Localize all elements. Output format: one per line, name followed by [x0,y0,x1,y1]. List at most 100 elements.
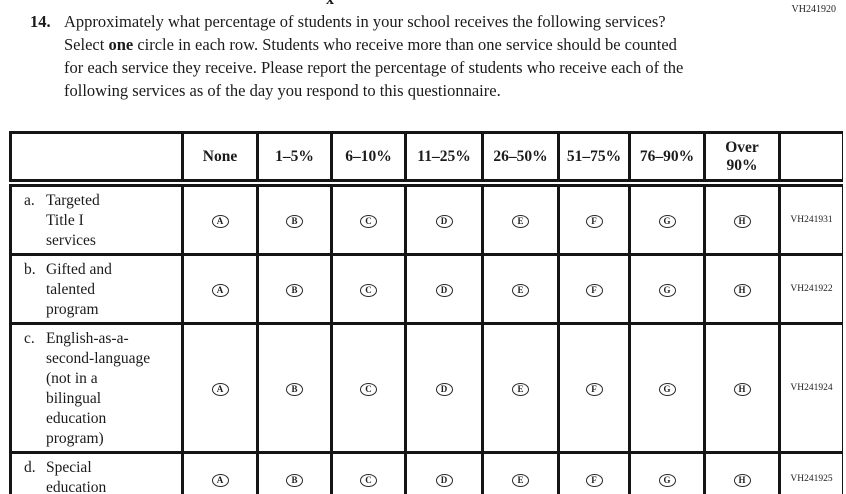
cell-option: H [703,253,781,325]
row-item-code: VH241924 [778,322,843,454]
answer-circle-f[interactable]: F [585,214,603,228]
cell-option: C [330,181,407,256]
cropped-text-fragment: x [326,0,334,9]
row-prefix: a. [24,192,35,209]
answer-circle-d[interactable]: D [435,214,453,228]
row-label-cell: c. English-as-a- second-language (not in… [9,322,184,454]
cell-option: D [404,181,484,256]
answer-circle-a[interactable]: A [211,283,229,297]
cell-option: E [481,322,560,454]
answer-circle-h[interactable]: H [733,382,751,396]
header-1-5: 1–5% [256,131,333,187]
header-over-90: Over 90% [703,131,781,187]
row-label: English-as-a- second-language (not in a … [46,330,151,447]
header-empty-cell [9,131,184,187]
cell-option: G [628,451,706,494]
cell-option: G [628,322,706,454]
answer-circle-b[interactable]: B [286,214,303,228]
row-prefix: d. [24,459,36,476]
row-label-cell: a. Targeted Title I services [9,181,184,256]
answer-circle-f[interactable]: F [585,382,603,396]
cell-option: E [481,181,560,256]
question-number: 14. [30,12,51,31]
cell-option: E [481,451,560,494]
cell-option: E [481,253,560,325]
row-item-code: VH241922 [778,253,843,325]
cell-option: B [256,451,333,494]
answer-circle-c[interactable]: C [360,214,377,228]
row-label-cell: b. Gifted and talented program [9,253,184,325]
answer-circle-f[interactable]: F [585,473,603,487]
header-76-90: 76–90% [628,131,706,187]
answer-circle-g[interactable]: G [658,473,676,487]
cell-option: H [703,322,781,454]
cell-option: A [181,451,259,494]
answer-circle-d[interactable]: D [435,473,453,487]
answer-circle-c[interactable]: C [360,473,377,487]
answer-circle-a[interactable]: A [211,382,229,396]
row-prefix: b. [24,261,36,278]
answer-circle-b[interactable]: B [286,283,303,297]
table-row-esl: c. English-as-a- second-language (not in… [9,322,843,454]
header-11-25: 11–25% [404,131,484,187]
header-none: None [181,131,259,187]
cell-option: G [628,181,706,256]
answer-circle-g[interactable]: G [658,382,676,396]
cell-option: B [256,181,333,256]
question-text: Approximately what percentage of student… [64,10,690,102]
question-text-post: circle in each row. Students who receive… [64,35,684,100]
row-label: Special education [46,459,107,494]
cell-option: H [703,451,781,494]
row-item-code: VH241925 [778,451,843,494]
answer-circle-g[interactable]: G [658,214,676,228]
table-row-gifted-talented: b. Gifted and talented program A B C D E… [9,253,843,325]
cell-option: H [703,181,781,256]
answer-circle-h[interactable]: H [733,214,751,228]
row-label-cell: d. Special education [9,451,184,494]
answer-circle-e[interactable]: E [512,382,529,396]
answer-circle-e[interactable]: E [512,473,529,487]
answer-circle-a[interactable]: A [211,473,229,487]
question-block: 14. Approximately what percentage of stu… [30,10,690,102]
question-text-pre: Approximately what percentage of student… [64,12,666,54]
cell-option: D [404,253,484,325]
row-prefix: c. [24,330,35,347]
answer-circle-e[interactable]: E [512,214,529,228]
table-row-targeted-title-i: a. Targeted Title I services A B C D E F… [9,181,843,256]
row-label: Targeted Title I services [46,192,100,249]
table-row-special-education: d. Special education A B C D E F G H VH2… [9,451,843,494]
cell-option: A [181,253,259,325]
answer-circle-e[interactable]: E [512,283,529,297]
cell-option: C [330,253,407,325]
answer-circle-h[interactable]: H [733,473,751,487]
response-grid: None 1–5% 6–10% 11–25% 26–50% 51–75% 76–… [9,131,843,494]
answer-circle-a[interactable]: A [211,214,229,228]
header-26-50: 26–50% [481,131,560,187]
cell-option: A [181,181,259,256]
answer-circle-b[interactable]: B [286,473,303,487]
cell-option: D [404,451,484,494]
header-6-10: 6–10% [330,131,407,187]
cell-option: B [256,322,333,454]
table-header-row: None 1–5% 6–10% 11–25% 26–50% 51–75% 76–… [9,131,843,187]
cell-option: G [628,253,706,325]
header-code-cell [778,131,843,187]
response-table: None 1–5% 6–10% 11–25% 26–50% 51–75% 76–… [9,131,843,494]
cell-option: D [404,322,484,454]
answer-circle-g[interactable]: G [658,283,676,297]
question-text-bold: one [108,35,134,54]
row-label: Gifted and talented program [46,261,112,318]
cell-option: F [557,253,631,325]
cell-option: A [181,322,259,454]
answer-circle-h[interactable]: H [733,283,751,297]
header-51-75: 51–75% [557,131,631,187]
answer-circle-d[interactable]: D [435,283,453,297]
form-item-code: VH241920 [791,4,836,15]
cell-option: F [557,322,631,454]
answer-circle-b[interactable]: B [286,382,303,396]
answer-circle-c[interactable]: C [360,283,377,297]
answer-circle-f[interactable]: F [585,283,603,297]
row-item-code: VH241931 [778,181,843,256]
answer-circle-d[interactable]: D [435,382,453,396]
answer-circle-c[interactable]: C [360,382,377,396]
